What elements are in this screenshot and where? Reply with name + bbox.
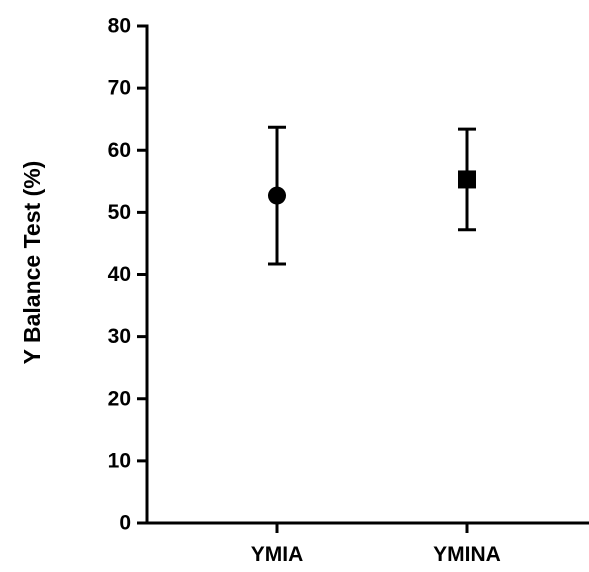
y-axis-ticks: 0 10 20 30 40 50 60 70 80	[108, 15, 147, 535]
y-tick-label: 60	[108, 139, 131, 162]
y-tick-label: 80	[108, 15, 131, 38]
y-tick-label: 30	[108, 325, 131, 348]
x-tick-label: YMINA	[433, 543, 501, 566]
marker-circle	[268, 186, 286, 205]
y-tick-label: 10	[108, 449, 131, 472]
data-points	[268, 125, 476, 266]
data-point-ymia	[268, 125, 286, 266]
y-tick-label: 40	[108, 263, 131, 286]
y-tick-label: 20	[108, 387, 131, 410]
x-axis-ticks: YMIA YMINA	[251, 523, 501, 566]
y-tick-label: 70	[108, 77, 131, 100]
x-tick-label: YMIA	[251, 543, 304, 566]
y-axis-title: Y Balance Test (%)	[19, 161, 45, 365]
marker-square	[458, 170, 476, 189]
data-point-ymina	[458, 127, 476, 232]
y-tick-label: 0	[119, 512, 131, 535]
y-tick-label: 50	[108, 201, 131, 224]
